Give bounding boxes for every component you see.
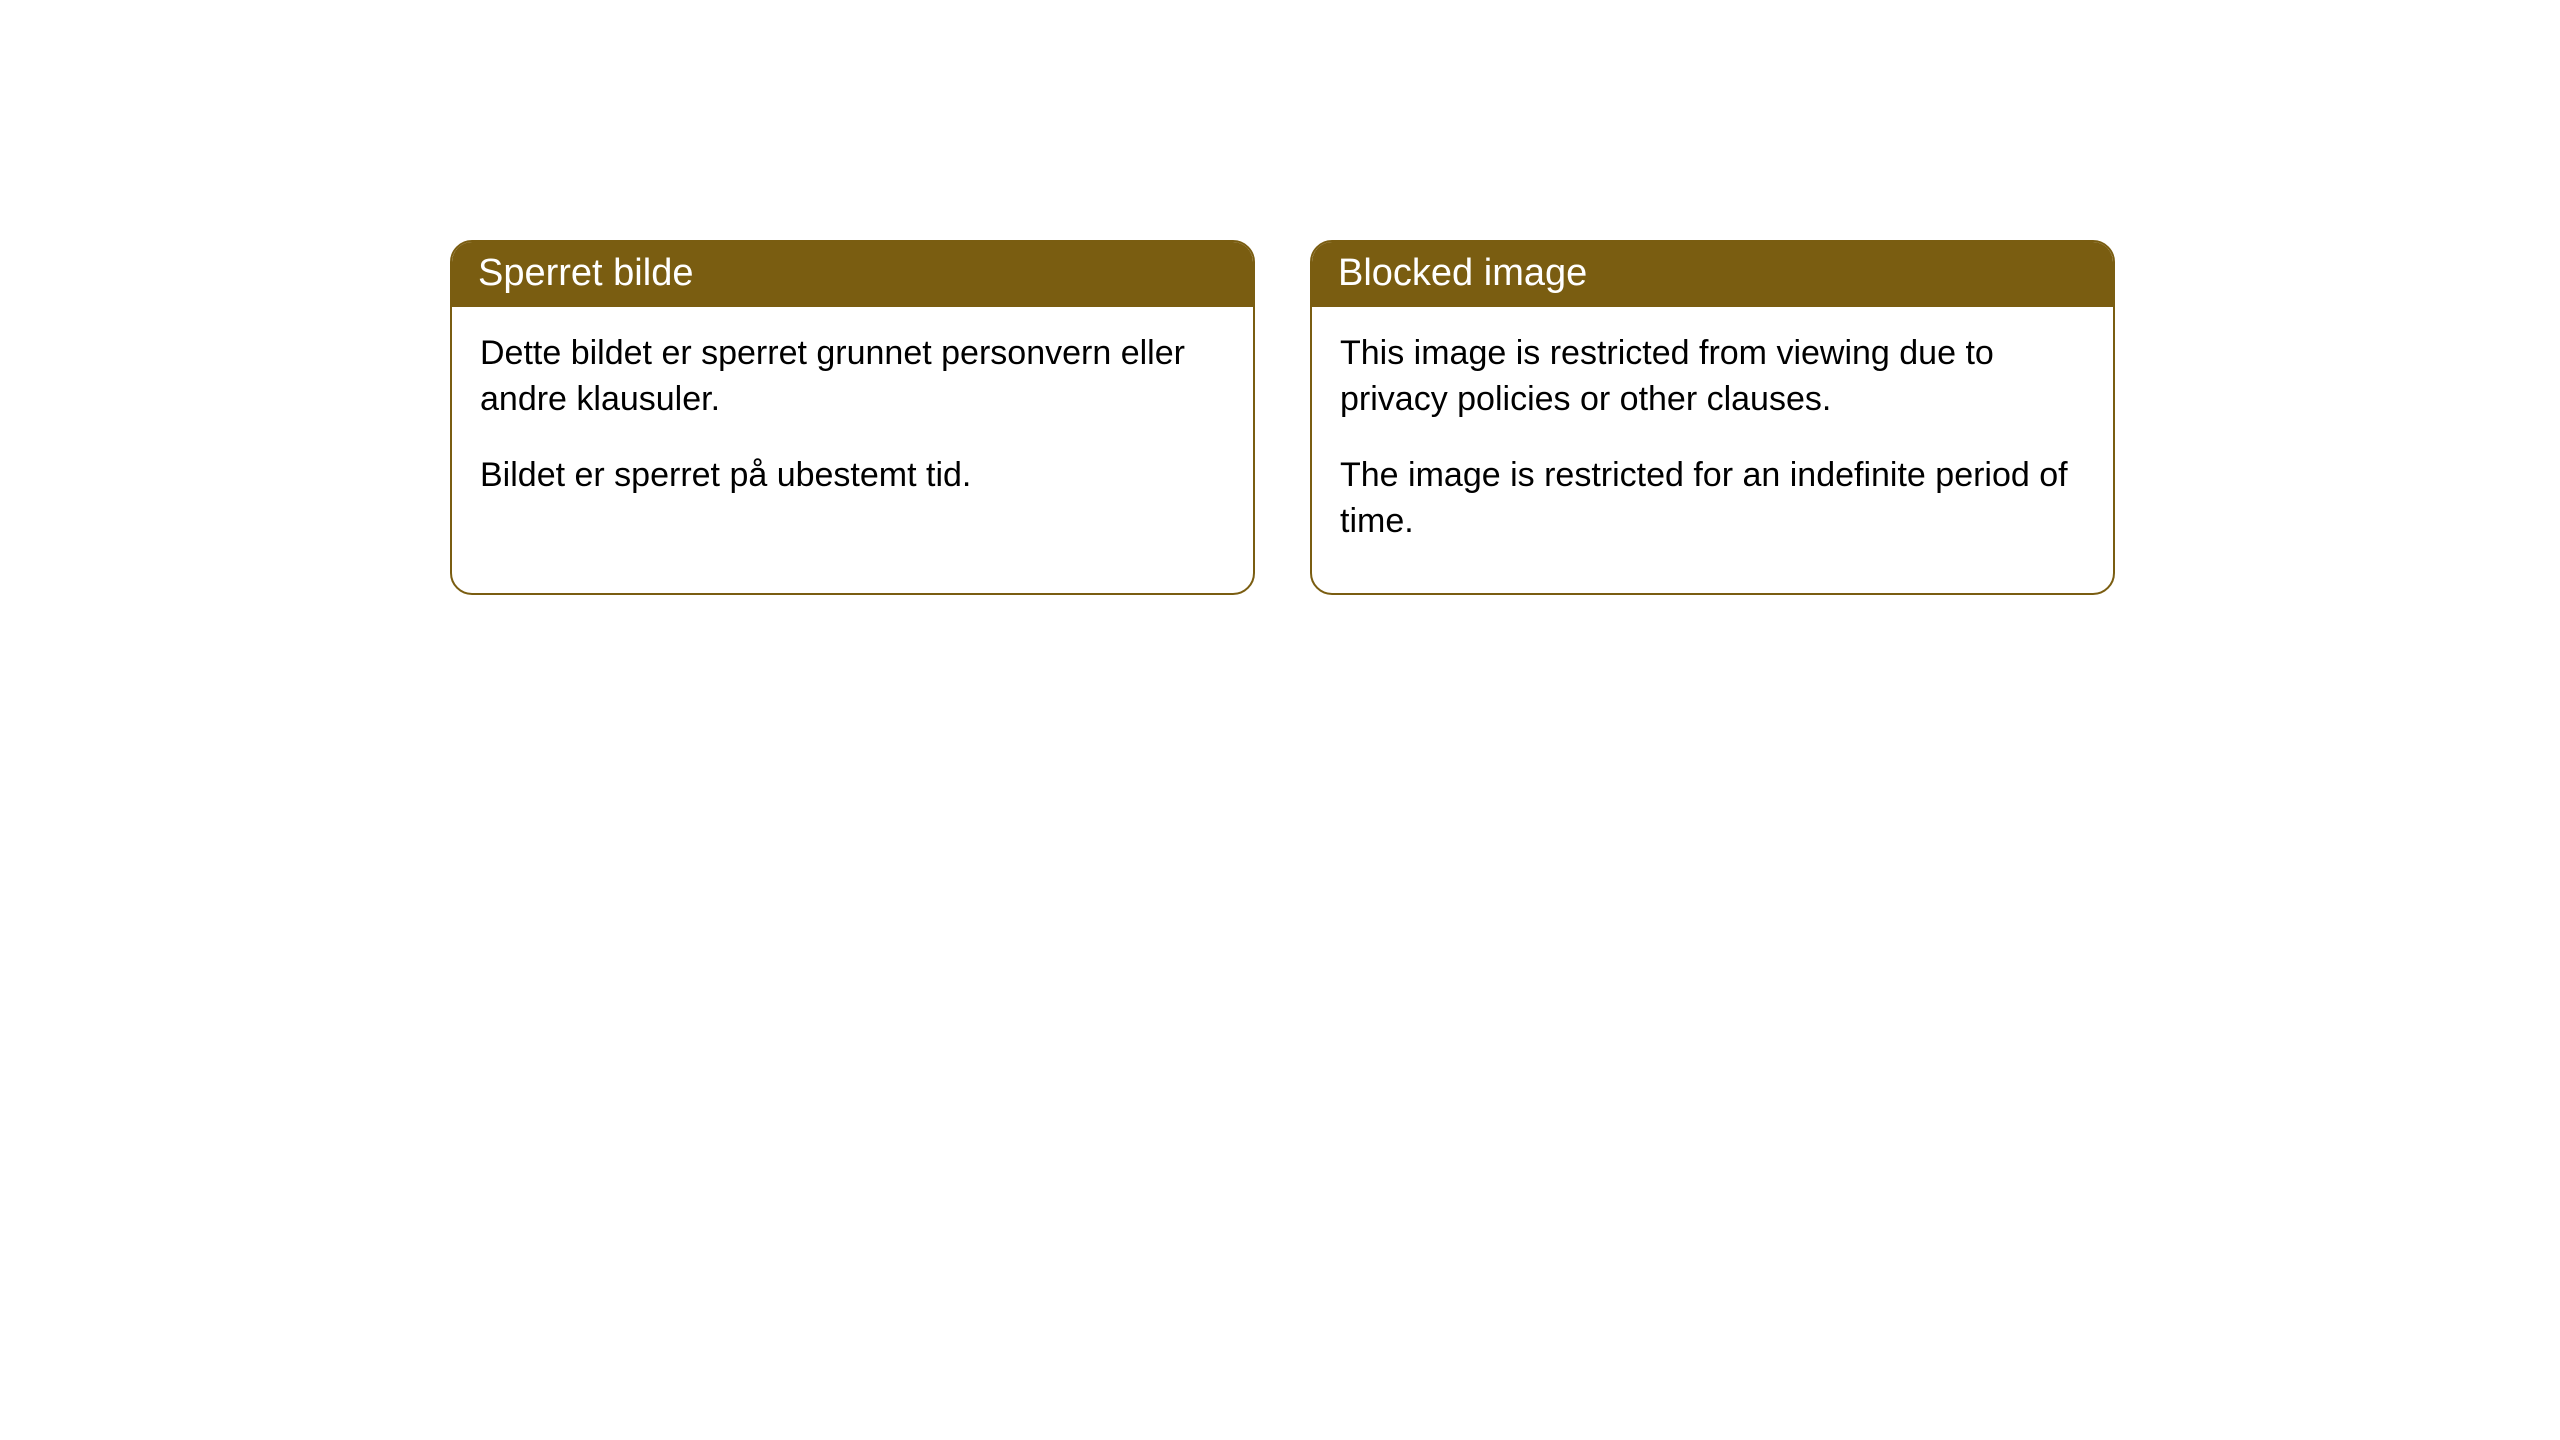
card-paragraph-1: This image is restricted from viewing du…	[1340, 331, 2085, 423]
card-header: Sperret bilde	[452, 242, 1253, 307]
notice-cards-container: Sperret bilde Dette bildet er sperret gr…	[450, 240, 2560, 595]
blocked-image-card-norwegian: Sperret bilde Dette bildet er sperret gr…	[450, 240, 1255, 595]
card-paragraph-2: Bildet er sperret på ubestemt tid.	[480, 453, 1225, 499]
card-title: Blocked image	[1338, 252, 1587, 294]
card-paragraph-1: Dette bildet er sperret grunnet personve…	[480, 331, 1225, 423]
blocked-image-card-english: Blocked image This image is restricted f…	[1310, 240, 2115, 595]
card-paragraph-2: The image is restricted for an indefinit…	[1340, 453, 2085, 545]
card-body: This image is restricted from viewing du…	[1312, 307, 2113, 593]
card-title: Sperret bilde	[478, 252, 693, 294]
card-body: Dette bildet er sperret grunnet personve…	[452, 307, 1253, 547]
card-header: Blocked image	[1312, 242, 2113, 307]
